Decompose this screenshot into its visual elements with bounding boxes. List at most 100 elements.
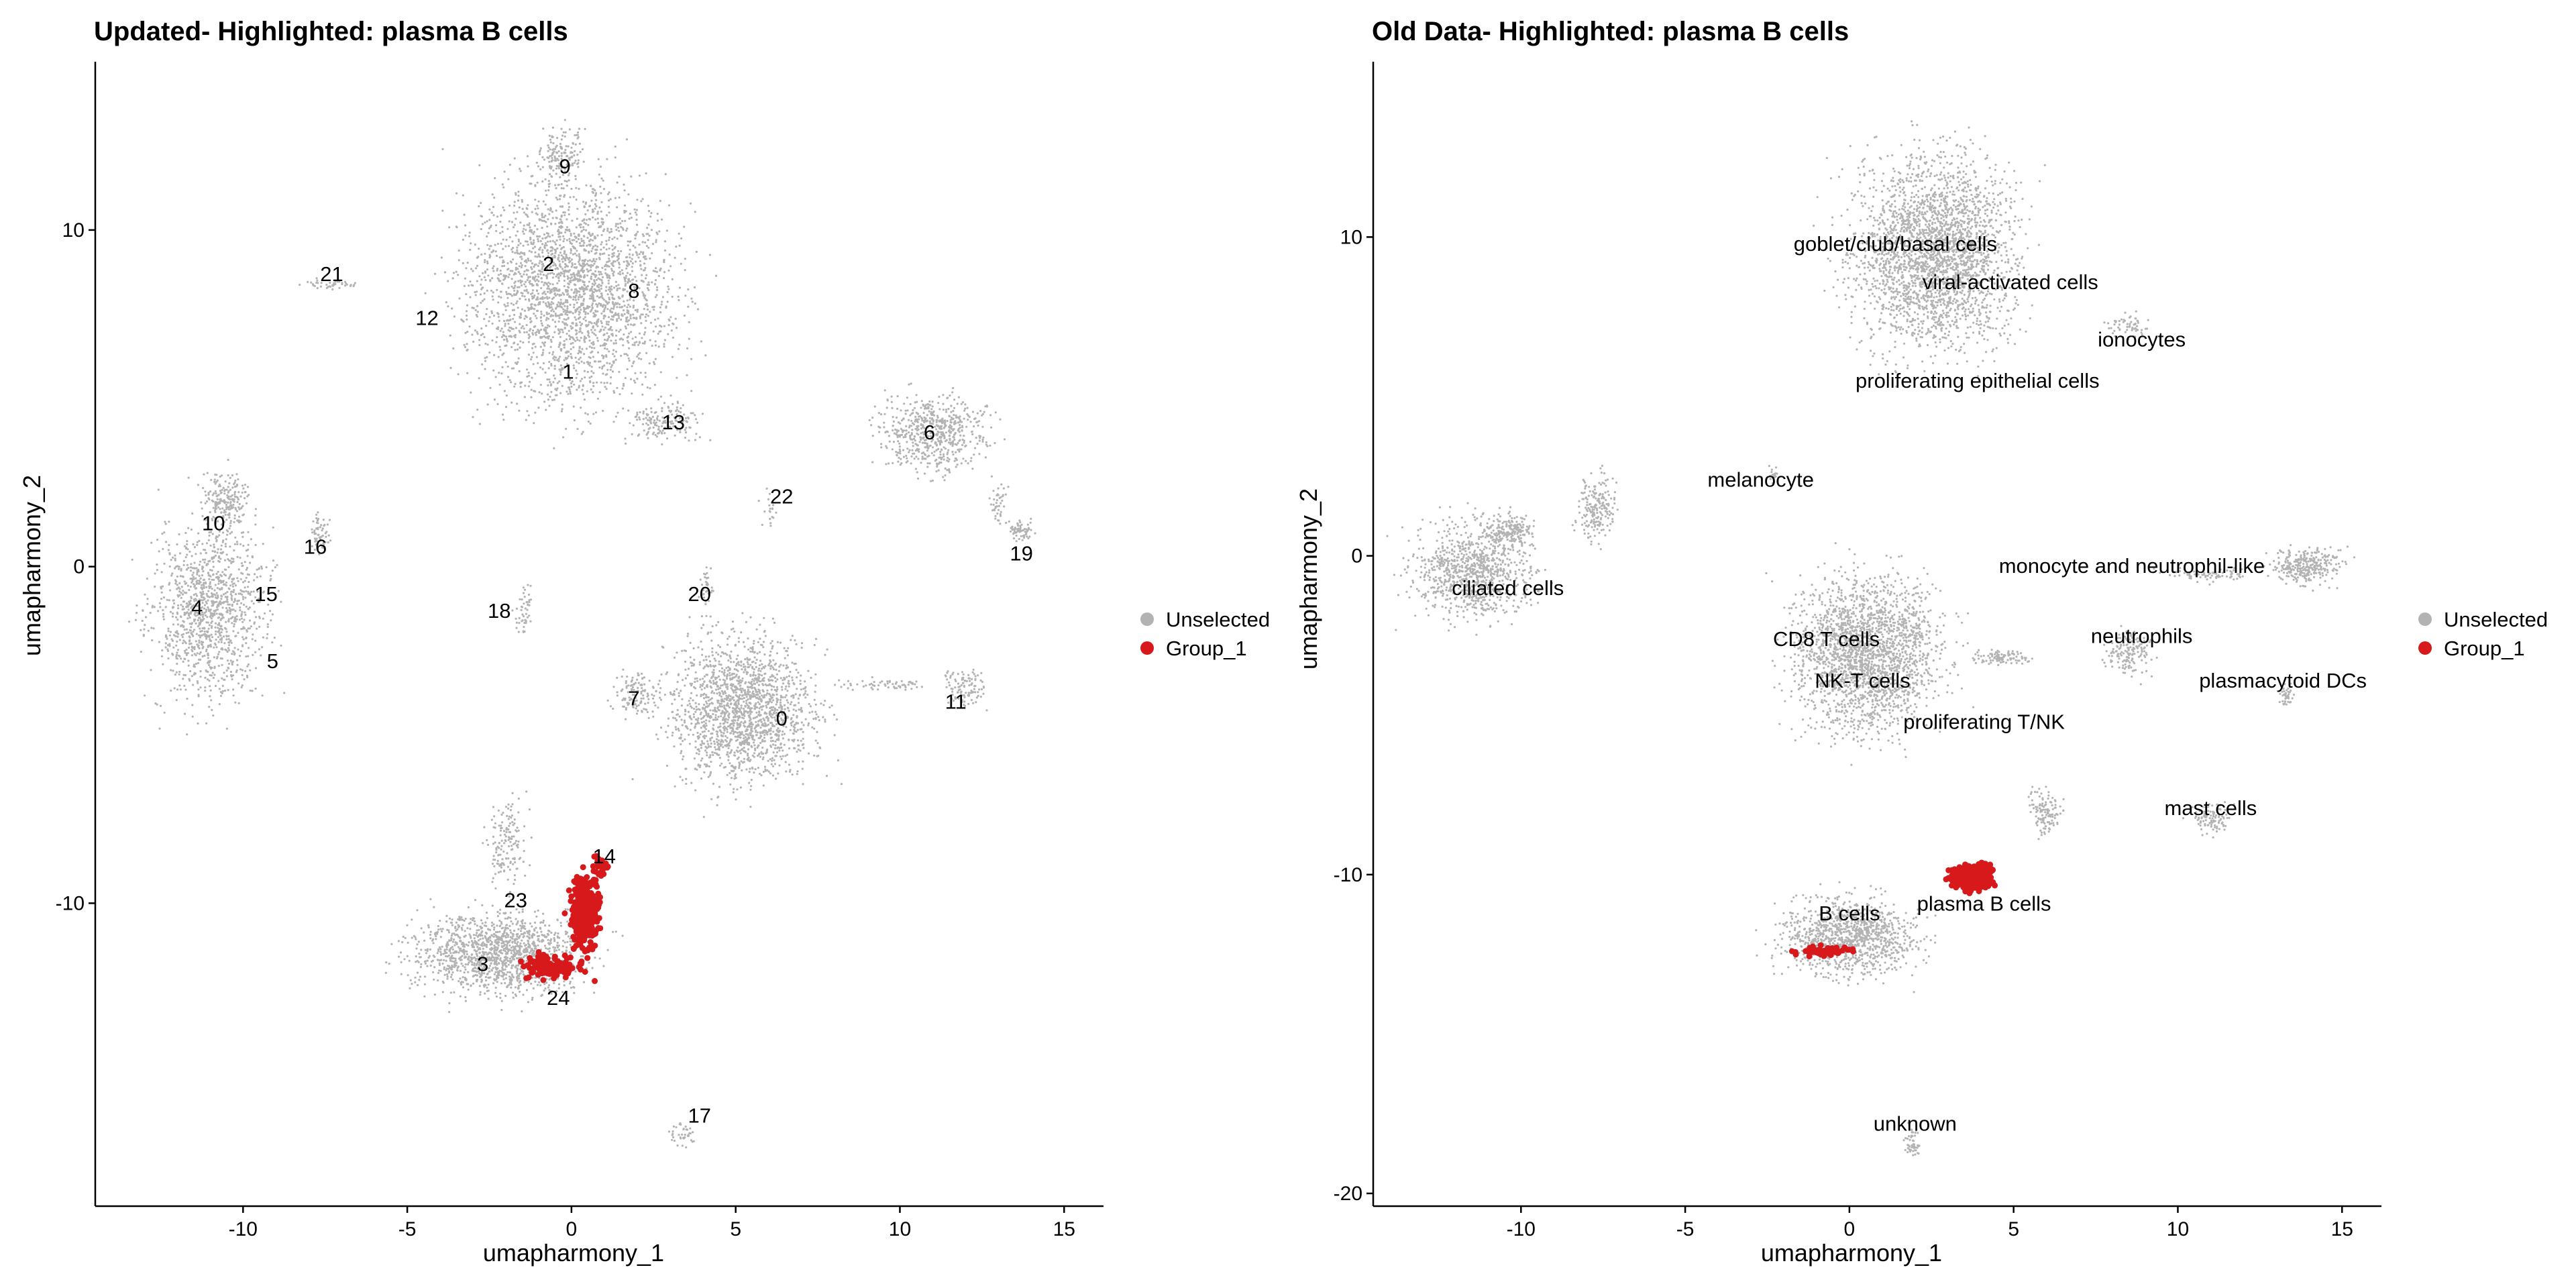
unselected-point [833,714,836,716]
unselected-point [587,334,590,337]
unselected-point [254,514,257,517]
unselected-point [616,411,619,414]
unselected-point [208,578,211,580]
unselected-point [199,627,201,630]
unselected-point [171,606,174,609]
unselected-point [205,637,208,640]
unselected-point [258,648,260,651]
unselected-point [502,275,505,278]
unselected-point [571,156,574,158]
unselected-point [180,569,182,572]
unselected-point [610,325,612,329]
unselected-point [645,258,647,260]
unselected-point [466,318,468,321]
unselected-point [586,244,588,247]
unselected-point [199,552,202,555]
unselected-point [564,231,567,233]
unselected-point [750,778,753,782]
unselected-point [547,240,549,243]
unselected-point [578,234,580,237]
unselected-point [593,280,596,282]
unselected-point [235,483,238,486]
unselected-point [536,181,539,184]
unselected-point [629,422,631,425]
unselected-point [791,676,794,679]
unselected-point [504,277,506,280]
unselected-point [225,581,227,584]
unselected-point [572,312,574,315]
unselected-point [659,199,662,203]
unselected-point [583,221,586,224]
unselected-point [798,694,802,696]
unselected-point [600,381,602,384]
unselected-point [701,757,704,760]
unselected-point [134,619,137,621]
unselected-point [576,274,579,276]
unselected-point [691,301,694,303]
unselected-point [199,560,202,563]
unselected-point [678,673,680,676]
unselected-point [610,292,612,295]
unselected-point [549,272,551,275]
unselected-point [230,531,233,533]
unselected-point [530,388,533,391]
unselected-point [219,492,222,494]
unselected-point [251,556,254,559]
unselected-point [631,433,633,435]
unselected-point [525,419,527,421]
unselected-point [566,239,569,241]
unselected-point [170,574,173,577]
unselected-point [514,252,517,254]
unselected-point [651,252,653,254]
unselected-point [196,543,199,547]
unselected-point [196,643,199,646]
unselected-point [605,354,608,357]
unselected-point [506,262,509,264]
unselected-point [591,191,594,193]
unselected-point [521,619,524,622]
unselected-point [232,608,235,611]
unselected-point [597,360,600,363]
unselected-point [653,283,657,286]
unselected-point [706,743,710,745]
unselected-point [447,280,449,282]
unselected-point [541,341,544,344]
unselected-point [802,783,804,786]
unselected-point [582,239,585,242]
unselected-point [537,273,539,276]
unselected-point [570,347,572,351]
unselected-point [526,608,529,611]
unselected-point [684,269,686,272]
unselected-point [580,226,582,229]
unselected-point [649,387,651,390]
unselected-point [688,743,691,745]
unselected-point [614,145,616,148]
unselected-point [250,625,252,628]
unselected-point [242,638,245,641]
chart-title-updated: Updated- Highlighted: plasma B cells [94,17,568,46]
unselected-point [559,244,561,247]
unselected-point [680,718,683,721]
unselected-point [179,615,182,618]
unselected-point [217,580,221,583]
unselected-point [625,442,627,445]
unselected-point [228,512,231,515]
unselected-point [558,343,561,346]
unselected-point [543,335,545,338]
unselected-point [623,183,625,186]
unselected-point [547,189,550,192]
unselected-point [705,719,708,722]
unselected-point [648,417,651,419]
unselected-point [513,201,516,203]
unselected-point [475,267,478,270]
unselected-point [520,608,523,612]
unselected-point [627,409,630,412]
unselected-point [512,226,515,229]
unselected-point [585,286,588,288]
unselected-point [559,305,563,308]
unselected-point [232,503,235,506]
unselected-point [681,698,684,700]
unselected-point [572,364,575,367]
unselected-point [593,347,596,350]
unselected-point [564,352,568,354]
